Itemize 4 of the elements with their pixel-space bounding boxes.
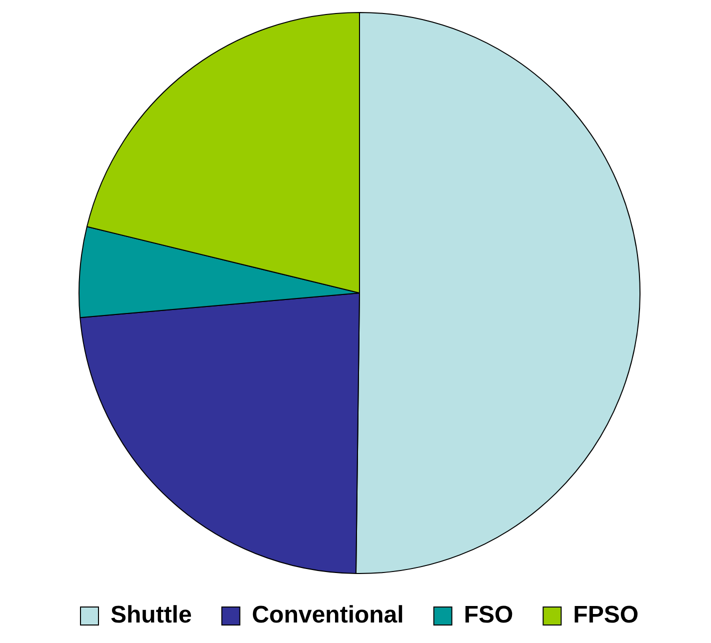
legend-label: Shuttle <box>110 602 192 629</box>
legend-label: FPSO <box>573 602 639 629</box>
legend-label: FSO <box>464 602 514 629</box>
legend-label: Conventional <box>252 602 404 629</box>
